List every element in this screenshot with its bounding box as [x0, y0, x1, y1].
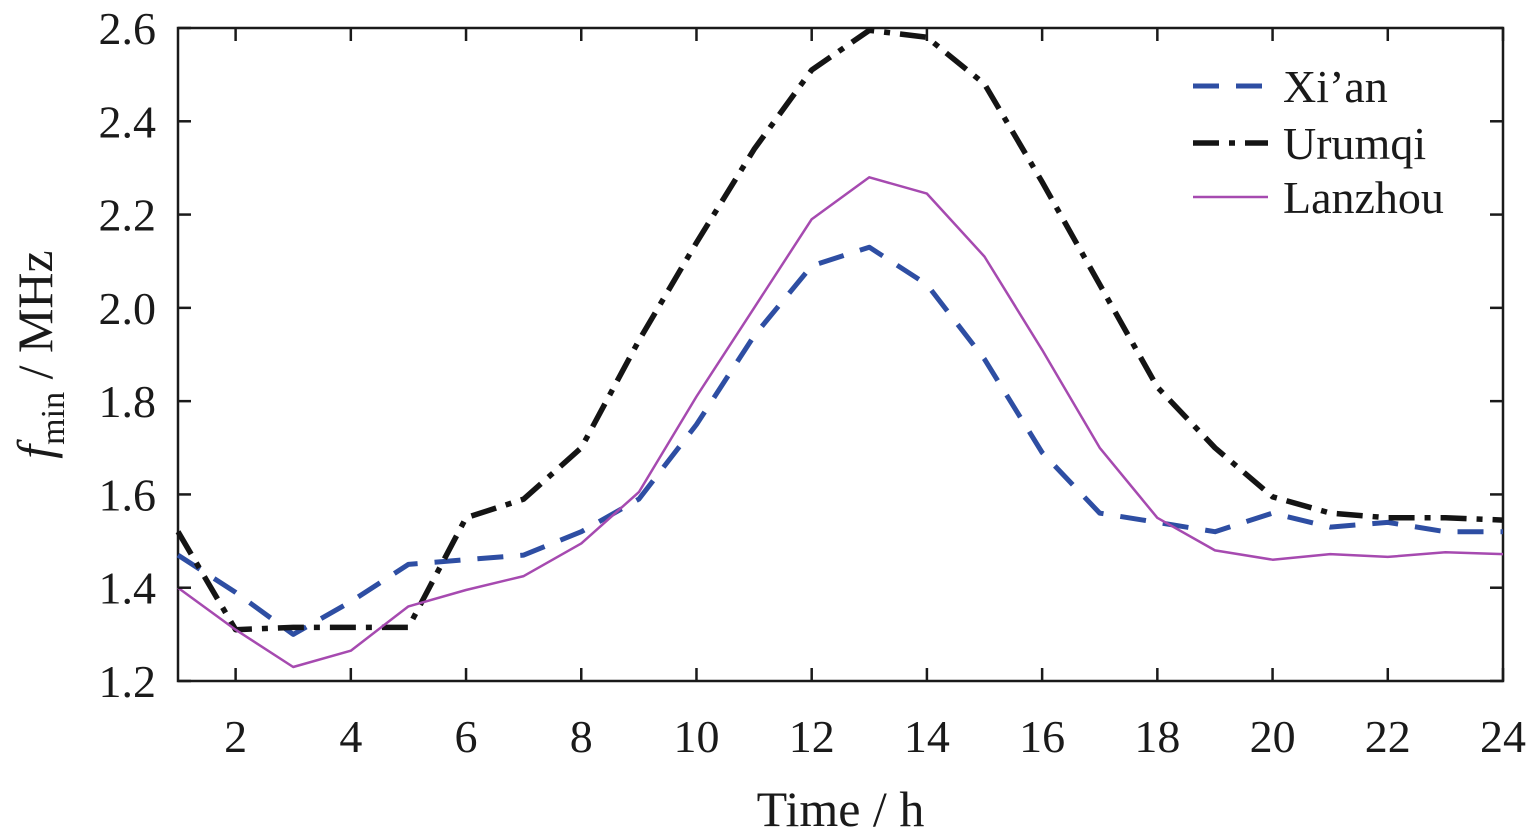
y-axis-label: fmin / MHz	[7, 250, 72, 458]
x-tick-label: 24	[1480, 711, 1526, 762]
y-axis-ticks: 1.2 1.4 1.6 1.8 2.0 2.2 2.4 2.6	[99, 3, 1503, 707]
y-tick-label: 2.2	[99, 190, 157, 241]
y-tick-label: 1.4	[99, 563, 157, 614]
legend-label: Urumqi	[1283, 118, 1426, 169]
x-tick-label: 22	[1365, 711, 1411, 762]
series-line-urumqi	[175, 27, 1504, 633]
x-axis-label: Time / h	[757, 781, 925, 837]
x-tick-label: 14	[904, 711, 950, 762]
x-tick-label: 12	[789, 711, 835, 762]
series-line-lanzhou	[177, 176, 1504, 669]
y-tick-label: 2.4	[99, 96, 157, 147]
x-tick-label: 20	[1250, 711, 1296, 762]
legend-label: Lanzhou	[1283, 172, 1444, 223]
series-layer	[175, 27, 1504, 669]
x-axis-ticks: 2 4 6 8 10 12 14 16 18 20 22 24	[224, 28, 1526, 762]
x-tick-label: 18	[1134, 711, 1180, 762]
y-tick-label: 1.2	[99, 656, 157, 707]
y-tick-label: 1.8	[99, 376, 157, 427]
plot-area	[176, 26, 1505, 683]
plot-frame	[176, 26, 1505, 683]
legend-label: Xi’an	[1283, 61, 1388, 112]
x-tick-label: 8	[570, 711, 593, 762]
y-tick-label: 2.0	[99, 283, 157, 334]
x-tick-label: 10	[673, 711, 719, 762]
series-line-xian	[176, 244, 1503, 637]
x-tick-label: 4	[339, 711, 362, 762]
y-tick-label: 1.6	[99, 469, 157, 520]
y-axis-label-subscript: min	[35, 392, 72, 445]
y-tick-label: 2.6	[99, 3, 157, 54]
x-tick-label: 2	[224, 711, 247, 762]
x-tick-label: 16	[1019, 711, 1065, 762]
x-tick-label: 6	[455, 711, 478, 762]
y-axis-label-suffix: / MHz	[7, 250, 63, 392]
